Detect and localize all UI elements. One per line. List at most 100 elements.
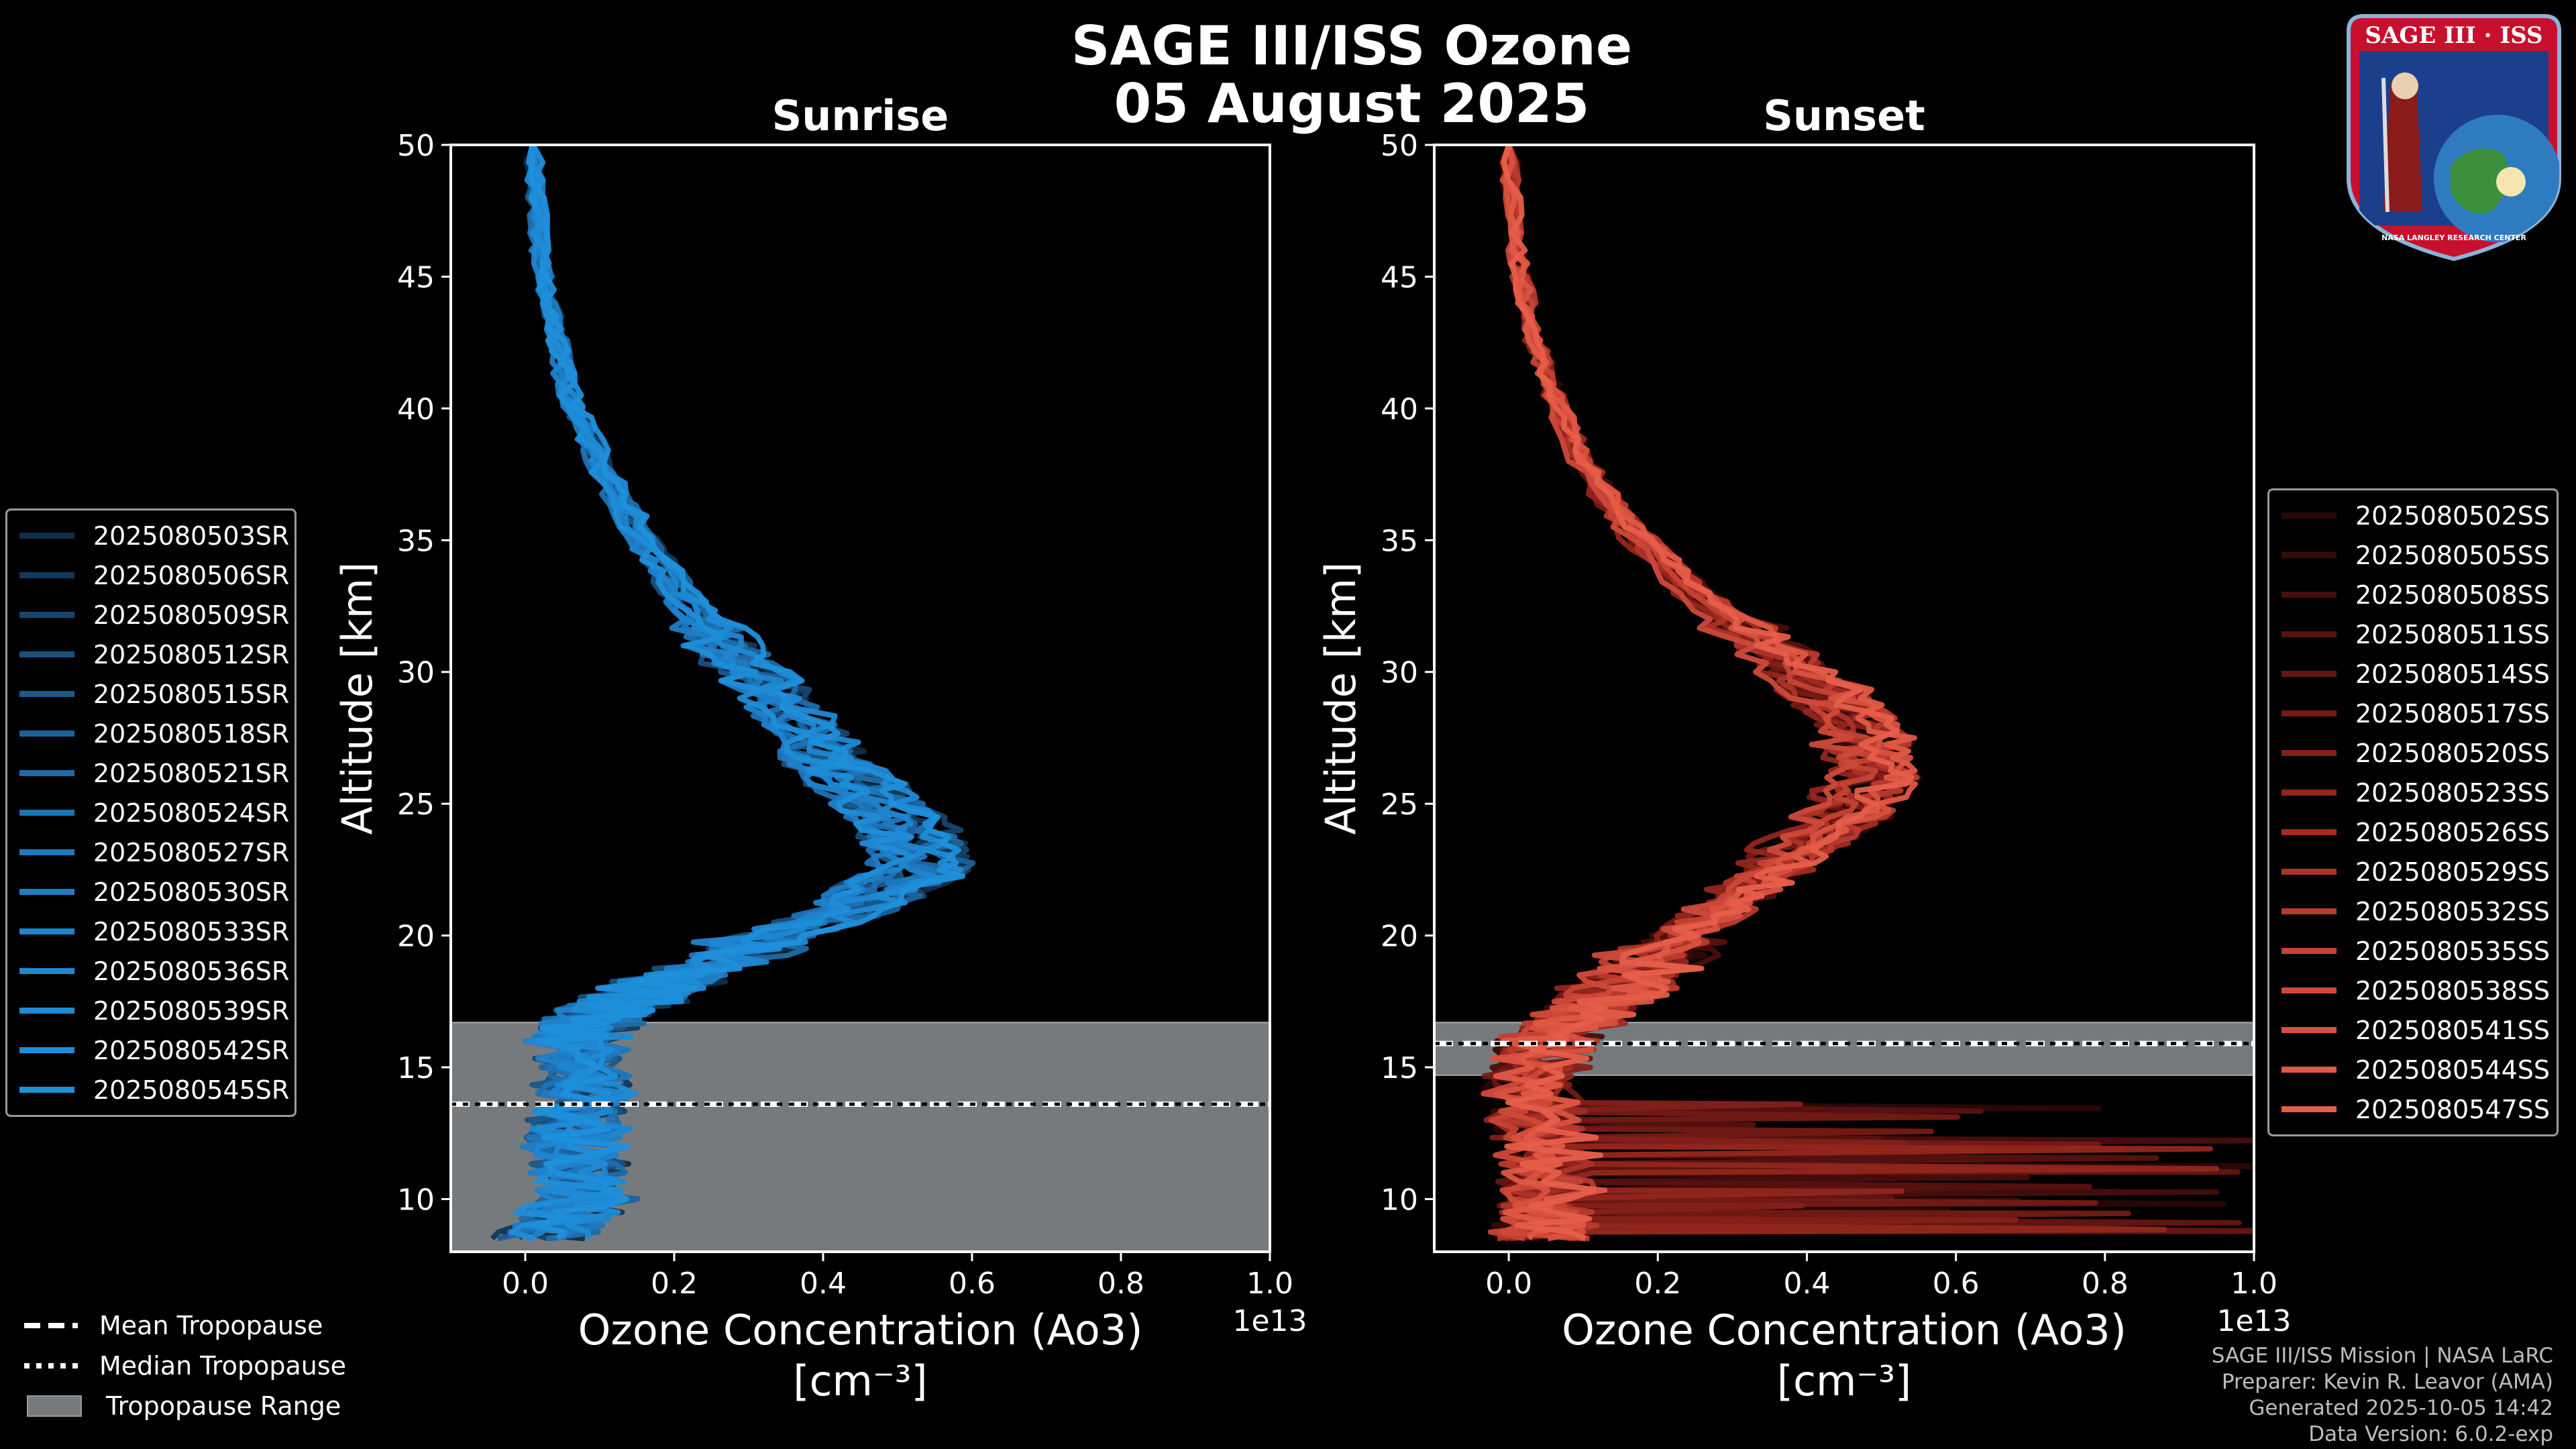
footer-line-mission: SAGE III/ISS Mission | NASA LaRC (2211, 1344, 2553, 1368)
legend-swatch (2282, 908, 2337, 914)
legend-median-tropopause: Median Tropopause (21, 1346, 346, 1386)
x-tick-label: 0.8 (1097, 1267, 1144, 1301)
legend-mean-tropopause: Mean Tropopause (21, 1305, 346, 1346)
x-tick-label: 0.0 (502, 1267, 549, 1301)
legend-swatch (19, 572, 74, 578)
legend-swatch (19, 810, 74, 816)
legend-swatch (2282, 869, 2337, 875)
y-tick-label: 35 (1381, 524, 1418, 558)
profile-line-2025080544SS (1493, 145, 1919, 1240)
footer-credits: SAGE III/ISS Mission | NASA LaRC Prepare… (2212, 1343, 2553, 1448)
x-tick-label: 0.0 (1485, 1267, 1532, 1301)
legend-label: 2025080515SR (93, 679, 290, 709)
sage-iii-iss-mission-logo: SAGE III · ISS NASA LANGLEY RESEARCH CEN… (2347, 14, 2561, 262)
sunrise-x-offset-label: 1e13 (1232, 1304, 1307, 1338)
logo-bottom-text: NASA LANGLEY RESEARCH CENTER (2381, 233, 2526, 242)
sunrise-profiles (490, 145, 976, 1242)
sunset-x-axis-unit: [cm⁻³] (1777, 1356, 1911, 1405)
legend-label: 2025080535SS (2355, 936, 2551, 966)
y-tick-label: 25 (1381, 788, 1418, 822)
legend-label: 2025080521SR (93, 758, 290, 788)
range-patch-key (27, 1395, 82, 1417)
legend-label: 2025080506SR (93, 560, 290, 590)
legend-item-2025080514SS: 2025080514SS (2269, 654, 2557, 694)
legend-item-2025080526SS: 2025080526SS (2269, 812, 2557, 852)
legend-item-2025080518SR: 2025080518SR (7, 714, 294, 753)
legend-swatch (19, 1008, 74, 1014)
footer-line-version: Data Version: 6.0.2-exp (2308, 1422, 2553, 1446)
legend-label: 2025080527SR (93, 837, 290, 867)
legend-label: 2025080547SS (2355, 1094, 2551, 1124)
sunset-panel: 0.0 0.2 0.4 0.6 0.8 1.0 10 15 20 25 30 35 40 45 50 Suns… (1316, 91, 2292, 1405)
x-tick-label: 1.0 (2231, 1267, 2277, 1301)
legend-swatch (19, 731, 74, 737)
x-tick-label: 0.6 (949, 1267, 996, 1301)
sunset-legend: 2025080502SS 2025080505SS 2025080508SS 2025… (2267, 488, 2559, 1136)
x-tick-label: 0.2 (1634, 1267, 1681, 1301)
y-tick-label: 35 (397, 524, 435, 558)
legend-item-2025080517SS: 2025080517SS (2269, 694, 2557, 733)
legend-swatch (2282, 710, 2337, 716)
legend-swatch (2282, 829, 2337, 835)
legend-item-2025080542SR: 2025080542SR (7, 1030, 294, 1070)
sunrise-panel: 0.0 0.2 0.4 0.6 0.8 1.0 10 15 20 25 30 35 40 45 50 Sunr… (333, 91, 1307, 1405)
sunrise-axes-frame (449, 144, 1271, 1253)
legend-item-2025080509SR: 2025080509SR (7, 595, 294, 635)
legend-label: 2025080541SS (2355, 1015, 2551, 1045)
sunset-axes-frame (1433, 144, 2255, 1253)
legend-mean-label: Mean Tropopause (99, 1311, 323, 1340)
legend-swatch (2282, 750, 2337, 756)
legend-label: 2025080542SR (93, 1035, 290, 1065)
legend-label: 2025080517SS (2355, 698, 2551, 729)
legend-label: 2025080514SS (2355, 659, 2551, 689)
legend-label: 2025080512SR (93, 639, 290, 669)
legend-swatch (19, 849, 74, 855)
legend-label: 2025080502SS (2355, 500, 2551, 531)
footer-line-preparer: Preparer: Kevin R. Leavor (AMA) (2221, 1370, 2553, 1394)
sunset-x-offset-label: 1e13 (2216, 1304, 2291, 1338)
x-tick-label: 0.4 (800, 1267, 847, 1301)
sunset-x-axis-label: Ozone Concentration (Ao3) (1562, 1305, 2127, 1354)
legend-swatch (2282, 987, 2337, 994)
legend-swatch (19, 533, 74, 539)
legend-label: 2025080508SS (2355, 580, 2551, 610)
y-tick-label: 20 (1381, 920, 1418, 954)
x-tick-label: 1.0 (1246, 1267, 1293, 1301)
chart-title-line1: SAGE III/ISS Ozone (1071, 15, 1632, 77)
legend-item-2025080508SS: 2025080508SS (2269, 575, 2557, 614)
legend-item-2025080545SR: 2025080545SR (7, 1070, 294, 1110)
legend-swatch (2282, 790, 2337, 796)
legend-swatch (2282, 1106, 2337, 1112)
y-tick-label: 15 (1381, 1051, 1418, 1085)
y-tick-label: 10 (397, 1183, 435, 1217)
legend-label: 2025080529SS (2355, 857, 2551, 887)
sunset-y-axis-label: Altitude [km] (1316, 562, 1365, 835)
legend-median-label: Median Tropopause (99, 1351, 346, 1381)
profile-line-2025080545SR (529, 145, 965, 1241)
sunrise-y-axis-label: Altitude [km] (333, 562, 382, 835)
legend-item-2025080535SS: 2025080535SS (2269, 931, 2557, 971)
y-tick-label: 40 (397, 392, 435, 427)
chart-title-line2: 05 August 2025 (1114, 72, 1590, 135)
legend-label: 2025080544SS (2355, 1055, 2551, 1085)
legend-swatch (19, 770, 74, 776)
profile-line-2025080541SS (1490, 145, 1914, 1242)
legend-swatch (19, 968, 74, 974)
legend-swatch (19, 691, 74, 697)
y-tick-label: 50 (1381, 129, 1418, 163)
legend-swatch (2282, 671, 2337, 677)
legend-item-2025080536SR: 2025080536SR (7, 951, 294, 991)
legend-swatch (2282, 1067, 2337, 1073)
legend-label: 2025080545SR (93, 1075, 290, 1105)
legend-swatch (19, 1087, 74, 1093)
legend-label: 2025080524SR (93, 798, 290, 828)
y-tick-label: 30 (1381, 656, 1418, 690)
y-tick-label: 20 (397, 920, 435, 954)
legend-label: 2025080505SS (2355, 540, 2551, 570)
footer-line-generated: Generated 2025-10-05 14:42 (2249, 1396, 2553, 1420)
legend-swatch (2282, 552, 2337, 558)
legend-label: 2025080511SS (2355, 619, 2551, 649)
legend-item-2025080529SS: 2025080529SS (2269, 852, 2557, 892)
legend-item-2025080512SR: 2025080512SR (7, 635, 294, 674)
